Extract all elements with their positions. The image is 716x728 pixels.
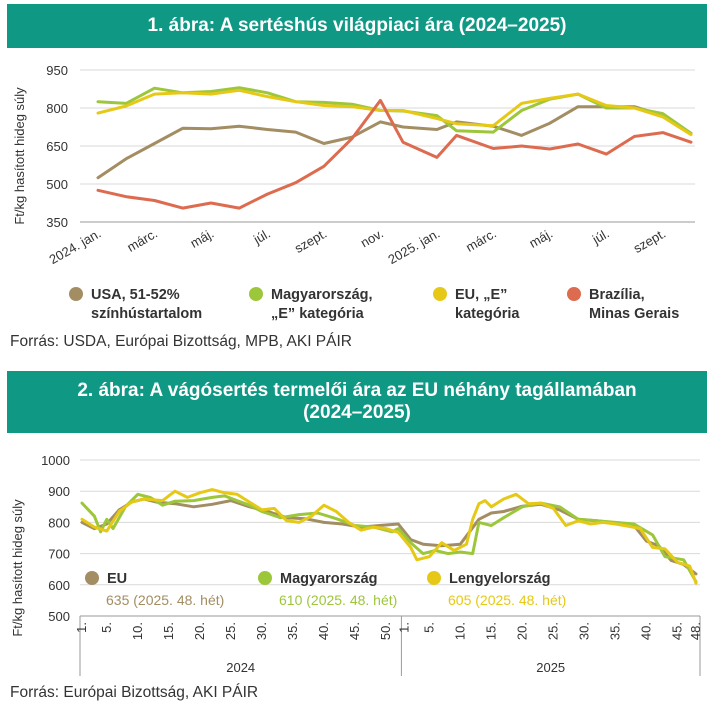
legend-marker-hu bbox=[249, 287, 263, 301]
legend-last-value-pl: 605 (2025. 48. hét) bbox=[448, 592, 566, 608]
legend-label-eu: EU bbox=[107, 571, 127, 587]
chart1: Ft/kg hasított hideg súly 950 800 650 500 350… bbox=[12, 63, 695, 322]
x-tick-label: 48. bbox=[688, 622, 703, 640]
legend-label-eu-line2: kategória bbox=[455, 306, 520, 322]
legend-marker-usa bbox=[69, 287, 83, 301]
legend-label-pl: Lengyelország bbox=[449, 571, 551, 587]
x-tick-label: 1. bbox=[397, 622, 412, 633]
y-tick-label: 500 bbox=[46, 177, 68, 192]
x-tick-label: 45. bbox=[669, 622, 684, 640]
x-tick-label: 30. bbox=[576, 622, 591, 640]
legend-label-usa: USA, 51-52% bbox=[91, 287, 180, 303]
legend-marker-pl bbox=[427, 571, 441, 585]
x-tick-label: 20. bbox=[192, 622, 207, 640]
x-tick-label: 45. bbox=[347, 622, 362, 640]
figure2-title-line2: (2024–2025) bbox=[303, 402, 411, 423]
x-group-label-2024: 2024 bbox=[226, 660, 255, 675]
legend-label-usa-line2: színhústartalom bbox=[91, 306, 202, 322]
x-tick-label: 30. bbox=[254, 622, 269, 640]
figure1-title-text: 1. ábra: A sertéshús világpiaci ára (202… bbox=[147, 15, 567, 36]
legend-marker-eu bbox=[433, 287, 447, 301]
x-tick-label: 50. bbox=[378, 622, 393, 640]
x-tick-label: 1. bbox=[74, 622, 89, 633]
x-tick-label: 5. bbox=[99, 622, 114, 633]
x-tick-label: 35. bbox=[607, 622, 622, 640]
y-tick-label: 800 bbox=[48, 515, 70, 530]
series-line-eu bbox=[80, 497, 698, 576]
series-line-br bbox=[96, 98, 693, 210]
legend-label-hu: Magyarország, bbox=[271, 287, 373, 303]
y-tick-label: 950 bbox=[46, 63, 68, 78]
series-line-eu bbox=[96, 88, 693, 137]
legend-last-value-hu: 610 (2025. 48. hét) bbox=[279, 592, 397, 608]
x-tick-label: 2024. jan. bbox=[47, 226, 104, 268]
x-tick-label: 2025. jan. bbox=[385, 226, 442, 268]
legend-marker-eu bbox=[85, 571, 99, 585]
x-tick-label: 5. bbox=[421, 622, 436, 633]
x-tick-label: 10. bbox=[130, 622, 145, 640]
legend-label-hu-line2: „E” kategória bbox=[271, 306, 365, 322]
x-tick-label: 40. bbox=[638, 622, 653, 640]
x-group-label-2025: 2025 bbox=[536, 660, 565, 675]
y-tick-label: 650 bbox=[46, 139, 68, 154]
figure2-source: Forrás: Európai Bizottság, AKI PÁIR bbox=[10, 684, 259, 701]
y-tick-label: 900 bbox=[48, 484, 70, 499]
x-tick-label: 35. bbox=[285, 622, 300, 640]
x-tick-label: 25. bbox=[223, 622, 238, 640]
legend-marker-br bbox=[567, 287, 581, 301]
series-line-usa bbox=[96, 105, 693, 180]
figure1-source: Forrás: USDA, Európai Bizottság, MPB, AK… bbox=[10, 333, 352, 350]
legend-label-br-line2: Minas Gerais bbox=[589, 306, 679, 322]
series-line-hu bbox=[80, 492, 698, 584]
y-tick-label: 600 bbox=[48, 578, 70, 593]
x-tick-label: nov. bbox=[358, 226, 386, 251]
y-tick-label: 350 bbox=[46, 215, 68, 230]
y-axis-label: Ft/kg hasított hideg súly bbox=[10, 499, 25, 637]
x-tick-label: 10. bbox=[452, 622, 467, 640]
figure1-title: 1. ábra: A sertéshús világpiaci ára (202… bbox=[7, 4, 707, 48]
legend-label-eu: EU, „E” bbox=[455, 287, 507, 303]
legend-marker-hu bbox=[258, 571, 272, 585]
x-tick-label: szept. bbox=[631, 226, 669, 256]
y-tick-label: 500 bbox=[48, 609, 70, 624]
x-tick-label: máj. bbox=[188, 226, 217, 251]
x-tick-label: márc. bbox=[124, 226, 160, 255]
x-tick-label: szept. bbox=[292, 226, 330, 256]
x-tick-label: 15. bbox=[483, 622, 498, 640]
x-tick-label: márc. bbox=[463, 226, 499, 255]
y-axis-label: Ft/kg hasított hideg súly bbox=[12, 87, 27, 225]
x-tick-label: júl. bbox=[250, 226, 273, 248]
x-tick-label: júl. bbox=[589, 226, 612, 248]
x-tick-label: máj. bbox=[527, 226, 556, 251]
legend-label-br: Brazília, bbox=[589, 287, 645, 303]
x-tick-label: 20. bbox=[514, 622, 529, 640]
y-tick-label: 700 bbox=[48, 547, 70, 562]
legend-label-hu: Magyarország bbox=[280, 571, 378, 587]
figure2-title-line1: 2. ábra: A vágósertés termelői ára az EU… bbox=[77, 380, 637, 401]
x-tick-label: 25. bbox=[545, 622, 560, 640]
y-tick-label: 1000 bbox=[41, 453, 70, 468]
legend-last-value-eu: 635 (2025. 48. hét) bbox=[106, 592, 224, 608]
chart2: Ft/kg hasított hideg súly 1000 900 800 700 60… bbox=[10, 453, 703, 676]
y-tick-label: 800 bbox=[46, 101, 68, 116]
x-tick-label: 40. bbox=[316, 622, 331, 640]
series-line-pl bbox=[80, 488, 698, 585]
figure2-title: 2. ábra: A vágósertés termelői ára az EU… bbox=[7, 371, 707, 433]
x-tick-label: 15. bbox=[161, 622, 176, 640]
